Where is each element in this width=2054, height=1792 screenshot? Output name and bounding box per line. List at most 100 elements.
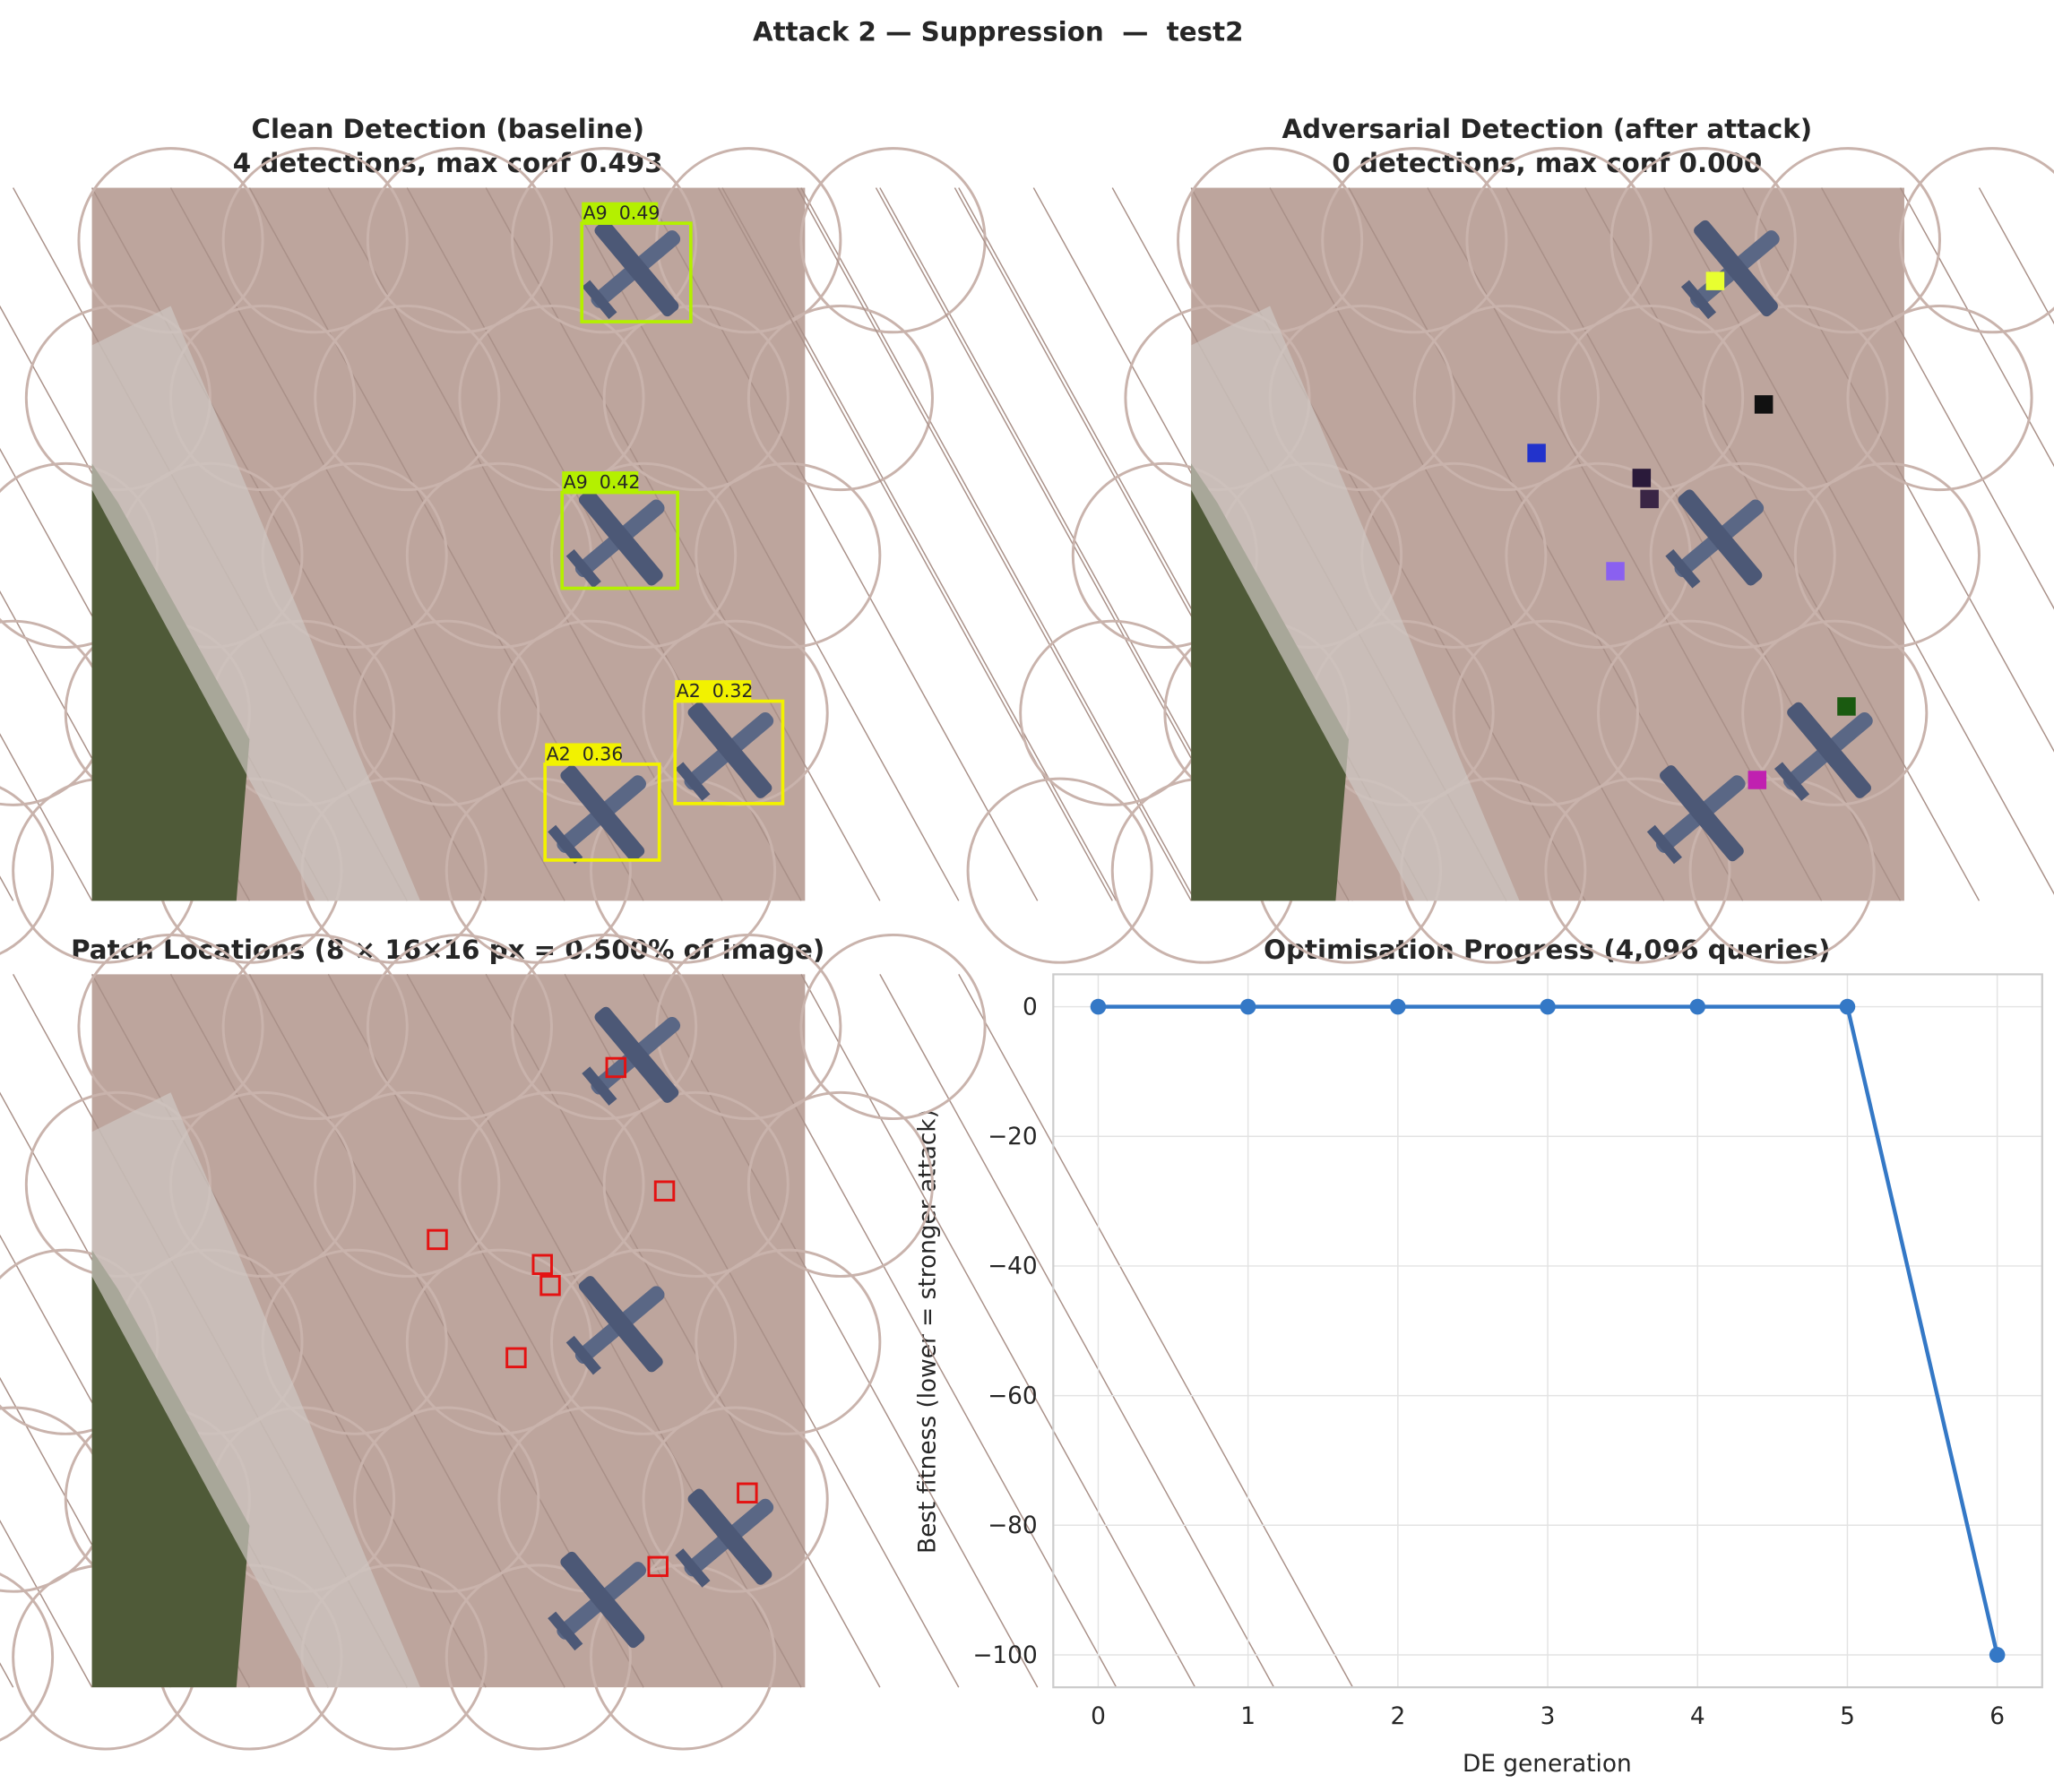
tarmac-seam — [1899, 187, 2054, 468]
tarmac-seam — [958, 974, 1354, 1688]
taxi-circle — [966, 777, 1153, 964]
taxi-circle — [1899, 147, 2054, 334]
wing — [578, 489, 663, 586]
taxi-circle — [366, 147, 553, 334]
patch-outline — [539, 1274, 561, 1297]
taxi-circle — [1321, 147, 1508, 334]
detection-label: A2 0.36 — [547, 744, 624, 765]
taxi-circle — [314, 1090, 501, 1278]
point — [1839, 998, 1856, 1015]
wing — [594, 1006, 679, 1103]
tail — [675, 762, 711, 801]
point — [1090, 998, 1107, 1015]
patch-outline — [531, 1254, 553, 1275]
airplane — [548, 1551, 646, 1651]
tarmac-seam — [800, 187, 1196, 901]
taxi-circle — [642, 1406, 829, 1593]
taxi-circle — [799, 147, 987, 334]
y-axis-label: Best fitness (lower = stronger attack) — [914, 1109, 941, 1554]
tarmac-seam — [169, 974, 565, 1688]
x-tick-label: 5 — [1840, 1703, 1855, 1730]
detection-label-bg — [562, 471, 639, 493]
taxi-circle — [655, 933, 842, 1121]
tarmac-seam — [796, 187, 1192, 901]
detection-label: A9 0.42 — [564, 471, 641, 493]
point — [1390, 998, 1406, 1015]
wing — [1694, 220, 1778, 317]
x-tick-label: 1 — [1240, 1703, 1256, 1730]
patch — [1748, 771, 1767, 789]
tarmac-seam — [800, 974, 1196, 1688]
taxi-circle — [747, 1090, 934, 1278]
y-tick-label: −20 — [988, 1124, 1038, 1150]
wing — [560, 1551, 645, 1649]
tarmac-seam — [717, 187, 1113, 901]
tail — [675, 1548, 711, 1588]
taxi-circle — [589, 1564, 777, 1751]
y-tick-label: −40 — [988, 1254, 1038, 1280]
road — [91, 1092, 420, 1688]
taxi-circle — [655, 147, 842, 334]
detection-label: A9 0.49 — [583, 202, 660, 224]
panel-title: Clean Detection (baseline) — [251, 114, 644, 144]
taxi-circle — [0, 619, 107, 806]
x-tick-label: 2 — [1390, 1703, 1405, 1730]
taxi-circle — [314, 305, 501, 492]
patch-outline — [737, 1482, 758, 1503]
airplane — [548, 765, 646, 865]
tail — [548, 824, 583, 865]
tarmac-seam — [1820, 187, 2054, 610]
taxi-circle — [221, 933, 409, 1121]
tarmac-seam — [564, 974, 960, 1688]
patch — [1606, 562, 1625, 581]
taxi-circle — [511, 147, 698, 334]
taxi-circle — [1412, 305, 1600, 492]
x-tick-label: 4 — [1690, 1703, 1705, 1730]
detection-label-bg — [675, 680, 752, 702]
tarmac-seam — [879, 974, 1275, 1688]
patch — [1754, 395, 1774, 414]
point — [1689, 998, 1706, 1015]
airplane — [675, 1488, 774, 1588]
airplane — [1646, 765, 1746, 865]
road — [1191, 306, 1520, 901]
plot-frame — [1052, 973, 2043, 1689]
taxi-circle — [1702, 305, 1889, 492]
patch-outline — [427, 1228, 448, 1251]
tarmac-seam — [169, 187, 565, 901]
wing — [687, 702, 772, 798]
airplane — [1774, 702, 1873, 801]
y-tick-label: 0 — [1023, 994, 1038, 1021]
patch — [1527, 444, 1546, 462]
figure-title: Attack 2 — Suppression — test2 — [753, 16, 1244, 47]
wing — [1787, 702, 1871, 798]
panel-title: Patch Locations (8 × 16×16 px = 0.500% o… — [71, 935, 824, 965]
detection-box — [560, 490, 680, 590]
taxi-circle — [695, 1248, 882, 1435]
tarmac-seam — [0, 1519, 93, 1688]
tarmac-seam — [1663, 187, 2054, 895]
taxi-circle — [550, 461, 738, 649]
patch-outline — [653, 1180, 676, 1202]
taxi-circle — [0, 786, 55, 955]
taxi-circle — [695, 461, 882, 649]
tail — [582, 1066, 617, 1106]
taxi-circle — [1465, 147, 1653, 334]
taxi-circle — [511, 933, 698, 1121]
taxi-circle — [747, 305, 934, 492]
wing — [578, 1276, 663, 1373]
airplane — [582, 1006, 681, 1106]
grass — [91, 463, 250, 901]
taxi-circle — [353, 1406, 540, 1593]
y-tick-label: −100 — [972, 1642, 1037, 1669]
taxi-circle — [1793, 461, 1981, 649]
taxi-circle — [1754, 147, 1941, 334]
point — [1239, 998, 1256, 1015]
taxi-circle — [550, 1248, 738, 1435]
image — [0, 933, 1354, 1751]
tail — [1680, 280, 1717, 320]
taxi-circle — [1688, 777, 1876, 964]
y-tick-label: −60 — [988, 1383, 1038, 1409]
